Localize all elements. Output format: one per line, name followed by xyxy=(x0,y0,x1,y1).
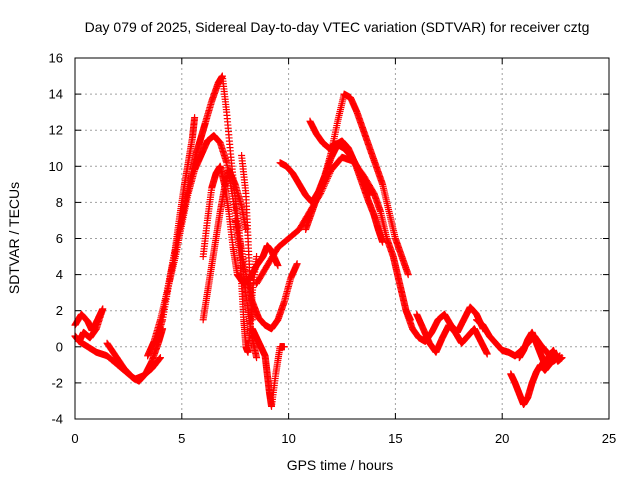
x-tick-label: 20 xyxy=(495,431,509,446)
series-arc-19 xyxy=(507,355,557,409)
data-marks xyxy=(71,72,566,410)
series-arc-6 xyxy=(165,132,301,333)
data-point xyxy=(379,238,387,246)
series-arc-17 xyxy=(413,310,491,358)
y-tick-label: 12 xyxy=(49,123,63,138)
y-tick-label: 0 xyxy=(56,339,63,354)
data-point xyxy=(404,271,412,279)
x-tick-label: 10 xyxy=(281,431,295,446)
y-tick-label: 6 xyxy=(56,231,63,246)
data-point xyxy=(155,355,163,363)
data-point xyxy=(156,354,164,362)
series-arc-11 xyxy=(248,325,288,410)
y-tick-label: -2 xyxy=(51,375,63,390)
x-axis-label: GPS time / hours xyxy=(287,457,394,473)
series-arc-1 xyxy=(71,305,107,345)
data-point xyxy=(253,253,261,261)
x-tick-label: 0 xyxy=(71,431,78,446)
y-axis-label: SDTVAR / TECUs xyxy=(6,182,22,294)
data-point xyxy=(483,350,491,358)
data-point xyxy=(248,316,256,324)
chart-title: Day 079 of 2025, Sidereal Day-to-day VTE… xyxy=(85,19,590,35)
series-arc-10 xyxy=(238,151,256,324)
series-arc-15 xyxy=(302,90,412,279)
series-arc-8 xyxy=(199,166,250,324)
series-arc-20 xyxy=(515,328,566,369)
x-tick-label: 25 xyxy=(602,431,616,446)
x-tick-label: 5 xyxy=(178,431,185,446)
grid-lines xyxy=(75,58,609,419)
data-point xyxy=(280,343,288,351)
data-point xyxy=(558,354,566,362)
y-tick-label: 10 xyxy=(49,159,63,174)
y-tick-label: 16 xyxy=(49,51,63,66)
series-arc-12 xyxy=(253,153,414,324)
axis-ticks: 0 5 10 15 20 25 -4 -2 0 2 4 6 8 10 12 14 16 xyxy=(49,51,617,447)
data-point xyxy=(191,114,199,122)
series-arc-14 xyxy=(306,117,387,246)
data-point xyxy=(274,262,282,270)
data-point xyxy=(293,260,301,268)
y-tick-label: 14 xyxy=(49,87,63,102)
y-tick-label: -4 xyxy=(51,412,63,427)
data-point xyxy=(156,354,164,362)
y-tick-label: 8 xyxy=(56,195,63,210)
y-tick-label: 2 xyxy=(56,303,63,318)
y-tick-label: 4 xyxy=(56,267,63,282)
data-point xyxy=(253,354,261,362)
x-tick-label: 15 xyxy=(388,431,402,446)
